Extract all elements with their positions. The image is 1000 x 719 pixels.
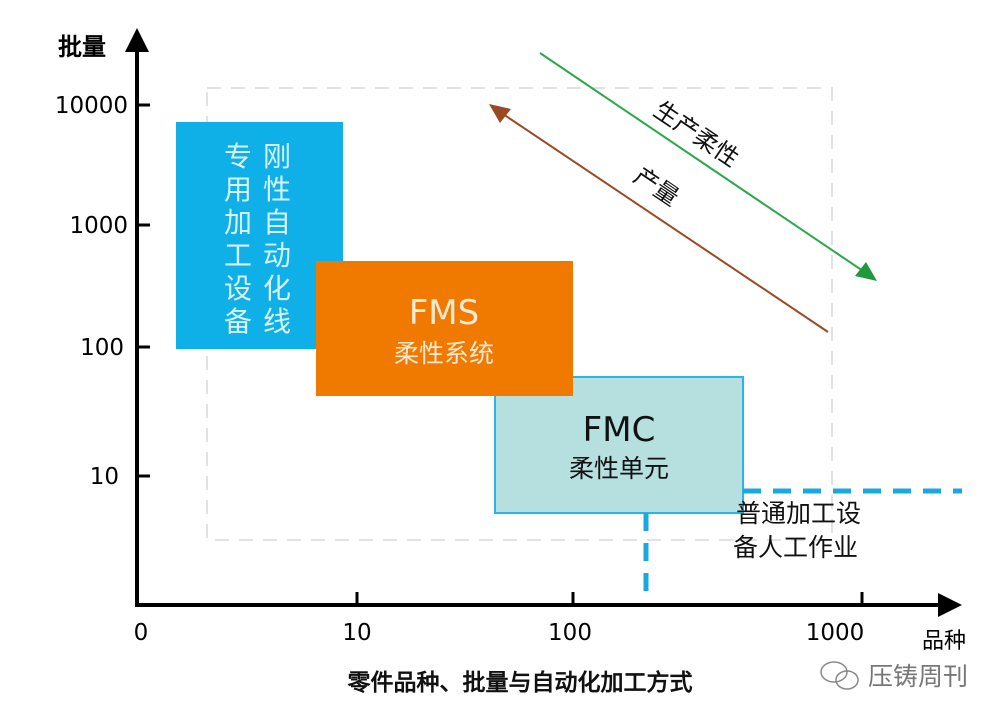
x-axis-arrow-icon bbox=[938, 593, 962, 617]
y-tick-label: 100 bbox=[80, 335, 124, 361]
wechat-icon bbox=[820, 661, 859, 690]
dedicated-char: 备 bbox=[224, 305, 252, 338]
fmc-subtitle: 柔性单元 bbox=[569, 454, 669, 483]
fms-box-fill bbox=[316, 261, 573, 396]
flexibility-arrow-line bbox=[539, 52, 867, 274]
dedicated-char: 加 bbox=[224, 206, 252, 239]
dedicated-box-fill bbox=[176, 122, 343, 349]
watermark-text: 压铸周刊 bbox=[868, 662, 968, 691]
y-axis-label: 批量 bbox=[58, 32, 106, 61]
fms-title: FMS bbox=[409, 293, 479, 333]
rigid-line-char: 性 bbox=[263, 173, 291, 206]
output-arrow-line bbox=[499, 111, 829, 333]
rigid-line-char: 动 bbox=[263, 239, 291, 272]
x-tick-label: 0 bbox=[134, 620, 149, 646]
manual-label-line2: 备人工作业 bbox=[733, 533, 858, 562]
fms-subtitle: 柔性系统 bbox=[394, 339, 494, 368]
rigid-line-char: 刚 bbox=[263, 140, 291, 173]
x-tick-label: 100 bbox=[548, 620, 592, 646]
x-ticks: 0 10 100 1000 bbox=[134, 592, 865, 646]
dedicated-char: 用 bbox=[224, 173, 252, 206]
dedicated-equipment-box: 专 用 加 工 设 备 刚 性 自 动 化 线 bbox=[176, 122, 343, 349]
x-tick-label: 10 bbox=[342, 620, 371, 646]
y-tick-label: 10000 bbox=[55, 93, 128, 119]
flexibility-arrow: 生产柔性 bbox=[539, 52, 877, 281]
watermark: 压铸周刊 bbox=[820, 661, 968, 691]
fmc-box: FMC 柔性单元 bbox=[494, 376, 744, 514]
dedicated-box-text: 专 用 加 工 设 备 刚 性 自 动 化 线 bbox=[224, 140, 291, 338]
rigid-line-char: 自 bbox=[263, 206, 291, 239]
fmc-title: FMC bbox=[583, 410, 656, 450]
arrowhead-icon bbox=[855, 262, 877, 281]
arrowhead-icon bbox=[489, 104, 511, 123]
x-tick-label: 1000 bbox=[806, 620, 865, 646]
y-ticks: 10000 1000 100 10 bbox=[55, 93, 150, 490]
fmc-box-fill bbox=[494, 376, 744, 514]
y-axis-arrow-icon bbox=[125, 28, 149, 52]
manual-label-line1: 普通加工设 bbox=[736, 499, 861, 528]
y-tick-label: 10 bbox=[90, 464, 119, 490]
caption: 零件品种、批量与自动化加工方式 bbox=[347, 669, 693, 696]
x-axis-label: 品种 bbox=[922, 629, 966, 654]
y-tick-label: 1000 bbox=[69, 213, 128, 239]
flexibility-label: 生产柔性 bbox=[649, 96, 744, 173]
dedicated-char: 专 bbox=[224, 140, 252, 173]
dedicated-char: 工 bbox=[224, 239, 252, 272]
rigid-line-char: 化 bbox=[263, 272, 291, 305]
fms-box: FMS 柔性系统 bbox=[316, 261, 573, 396]
dedicated-char: 设 bbox=[224, 272, 252, 305]
rigid-line-char: 线 bbox=[263, 305, 291, 338]
